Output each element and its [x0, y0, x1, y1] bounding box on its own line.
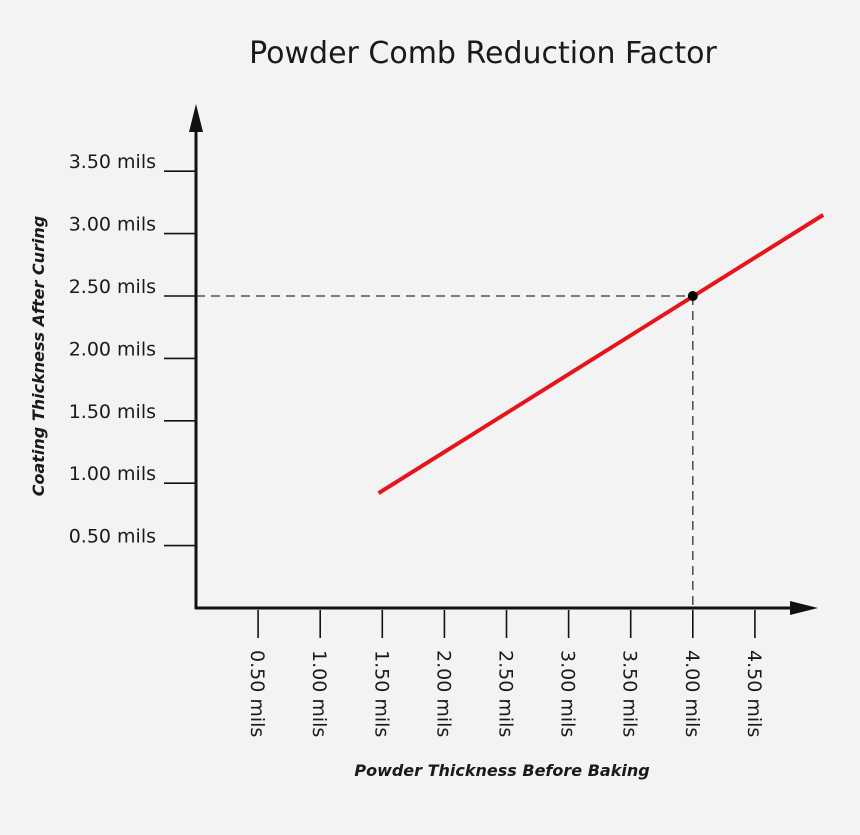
y-tick-label: 1.00 mils	[69, 463, 156, 485]
guide-lines	[196, 295, 694, 608]
y-tick-label: 0.50 mils	[69, 526, 156, 548]
x-tick-label: 1.00 mils	[308, 650, 330, 737]
series-layer	[377, 213, 825, 495]
x-tick-label: 4.50 mils	[743, 650, 765, 737]
chart-title: Powder Comb Reduction Factor	[249, 36, 717, 71]
y-tick-label: 3.00 mils	[69, 214, 156, 236]
x-ticks: 0.50 mils 1.00 mils 1.50 mils 2.00 mils 2.50…	[246, 610, 765, 737]
x-tick-label: 3.50 mils	[619, 650, 641, 737]
y-tick-label: 1.50 mils	[69, 401, 156, 423]
x-tick-label: 1.50 mils	[370, 650, 392, 737]
x-tick-label: 2.50 mils	[495, 650, 517, 737]
y-tick-label: 3.50 mils	[69, 151, 156, 173]
y-axis-arrow	[189, 104, 203, 132]
y-axis-title: Coating Thickness After Curing	[29, 216, 48, 497]
highlight-layer	[687, 291, 698, 301]
y-tick-label: 2.00 mils	[69, 338, 156, 360]
x-axis-title: Powder Thickness Before Baking	[354, 761, 649, 780]
x-tick-label: 4.00 mils	[681, 650, 703, 737]
x-tick-label: 2.00 mils	[432, 650, 454, 737]
y-ticks: 0.50 mils 1.00 mils 1.50 mils 2.00 mils 2.50…	[69, 151, 196, 548]
x-tick-label: 0.50 mils	[246, 650, 268, 737]
x-axis-arrow	[790, 601, 818, 615]
highlight-point	[687, 291, 698, 301]
y-tick-label: 2.50 mils	[69, 276, 156, 298]
axes	[189, 104, 818, 615]
series-line	[377, 213, 825, 495]
x-tick-label: 3.00 mils	[557, 650, 579, 737]
